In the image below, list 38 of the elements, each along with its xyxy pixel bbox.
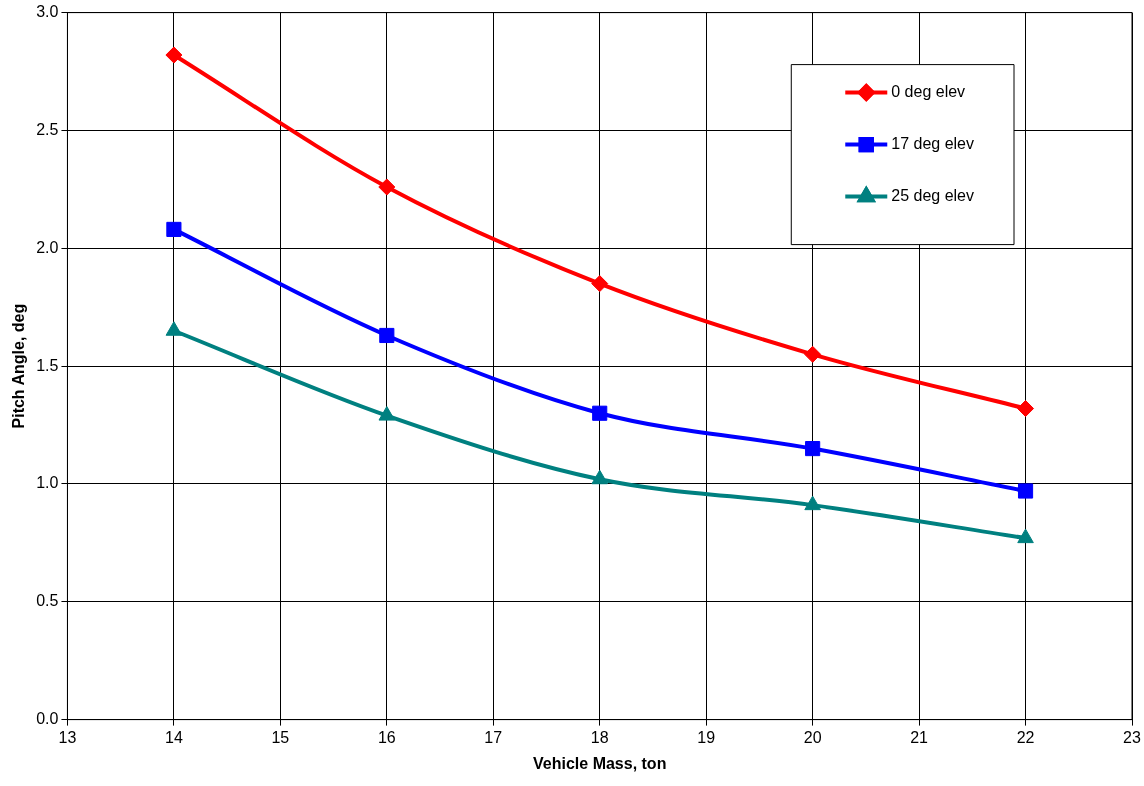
y-tick-label: 1.5 [36,356,59,374]
x-tick-label: 18 [590,728,609,746]
y-tick-label: 2.0 [36,238,59,256]
point [591,275,609,293]
x-tick-label: 21 [910,728,929,746]
x-tick-label: 19 [697,728,716,746]
legend-label: 25 deg elev [891,187,974,205]
y-tick-label: 3.0 [36,3,59,21]
y-tick-label: 0.0 [36,710,59,728]
y-axis-title: Pitch Angle, deg [10,303,28,429]
x-tick-label: 15 [271,728,290,746]
y-tick-label: 2.5 [36,120,59,138]
point [165,46,183,64]
point [165,321,183,336]
x-tick-label: 16 [377,728,396,746]
y-tick-label: 1.0 [36,474,59,492]
point [804,345,822,363]
x-tick-label: 23 [1123,728,1141,746]
point [378,178,396,196]
point [1017,483,1034,499]
x-tick-label: 13 [58,728,77,746]
point [166,221,182,237]
x-tick-label: 17 [484,728,503,746]
y-tick-label: 0.5 [36,592,59,610]
x-tick-label: 14 [165,728,183,746]
point [1017,528,1034,544]
x-tick-label: 20 [803,728,822,746]
x-axis-title: Vehicle Mass, ton [533,754,667,772]
point [805,441,821,457]
point [804,495,821,511]
point [591,469,609,485]
point [1017,400,1035,418]
legend-label: 17 deg elev [891,135,974,153]
x-tick-label: 22 [1016,728,1035,746]
point [379,327,395,344]
point [592,405,608,421]
point [378,406,396,421]
legend-label: 0 deg elev [891,83,966,101]
